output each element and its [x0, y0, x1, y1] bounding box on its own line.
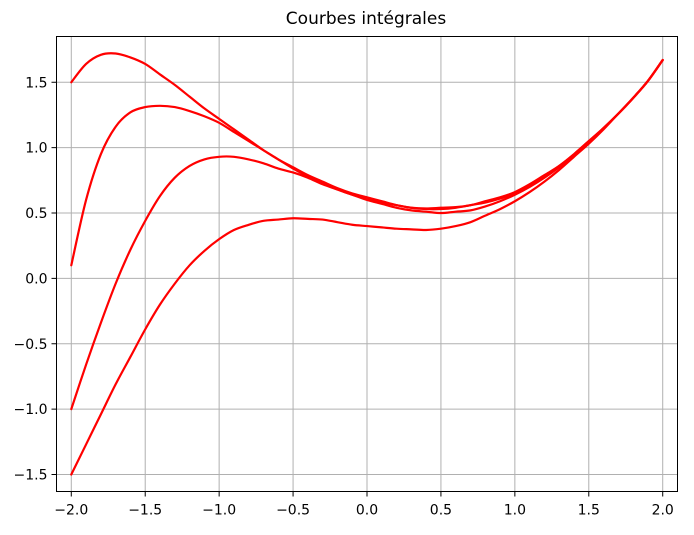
grid [56, 36, 678, 492]
x-tick-label: 0.5 [430, 503, 452, 519]
integral-curve-3 [70, 58, 664, 411]
y-tick-label: −1.0 [14, 402, 48, 418]
integral-curve-4 [70, 58, 664, 476]
x-tick-label: 2.0 [652, 503, 674, 519]
y-axis: −1.5 −1.0 −0.5 0.0 0.5 1.0 1.5 [14, 75, 57, 484]
x-tick-label: 1.5 [578, 503, 600, 519]
y-tick-label: 1.5 [25, 75, 47, 91]
y-tick-label: −0.5 [14, 337, 48, 353]
x-axis: −2.0 −1.5 −1.0 −0.5 0.0 0.5 1.0 1.5 2.0 [54, 491, 674, 519]
chart-title: Courbes intégrales [286, 9, 447, 29]
curves [70, 52, 664, 476]
y-tick-label: 1.0 [25, 141, 47, 157]
x-tick-label: −0.5 [276, 503, 310, 519]
y-tick-label: −1.5 [14, 468, 48, 484]
x-tick-label: −1.0 [202, 503, 236, 519]
x-tick-label: −2.0 [54, 503, 88, 519]
x-tick-label: 0.0 [356, 503, 378, 519]
x-tick-label: 1.0 [504, 503, 526, 519]
y-tick-label: 0.5 [25, 206, 47, 222]
x-tick-label: −1.5 [128, 503, 162, 519]
y-tick-label: 0.0 [25, 271, 47, 287]
